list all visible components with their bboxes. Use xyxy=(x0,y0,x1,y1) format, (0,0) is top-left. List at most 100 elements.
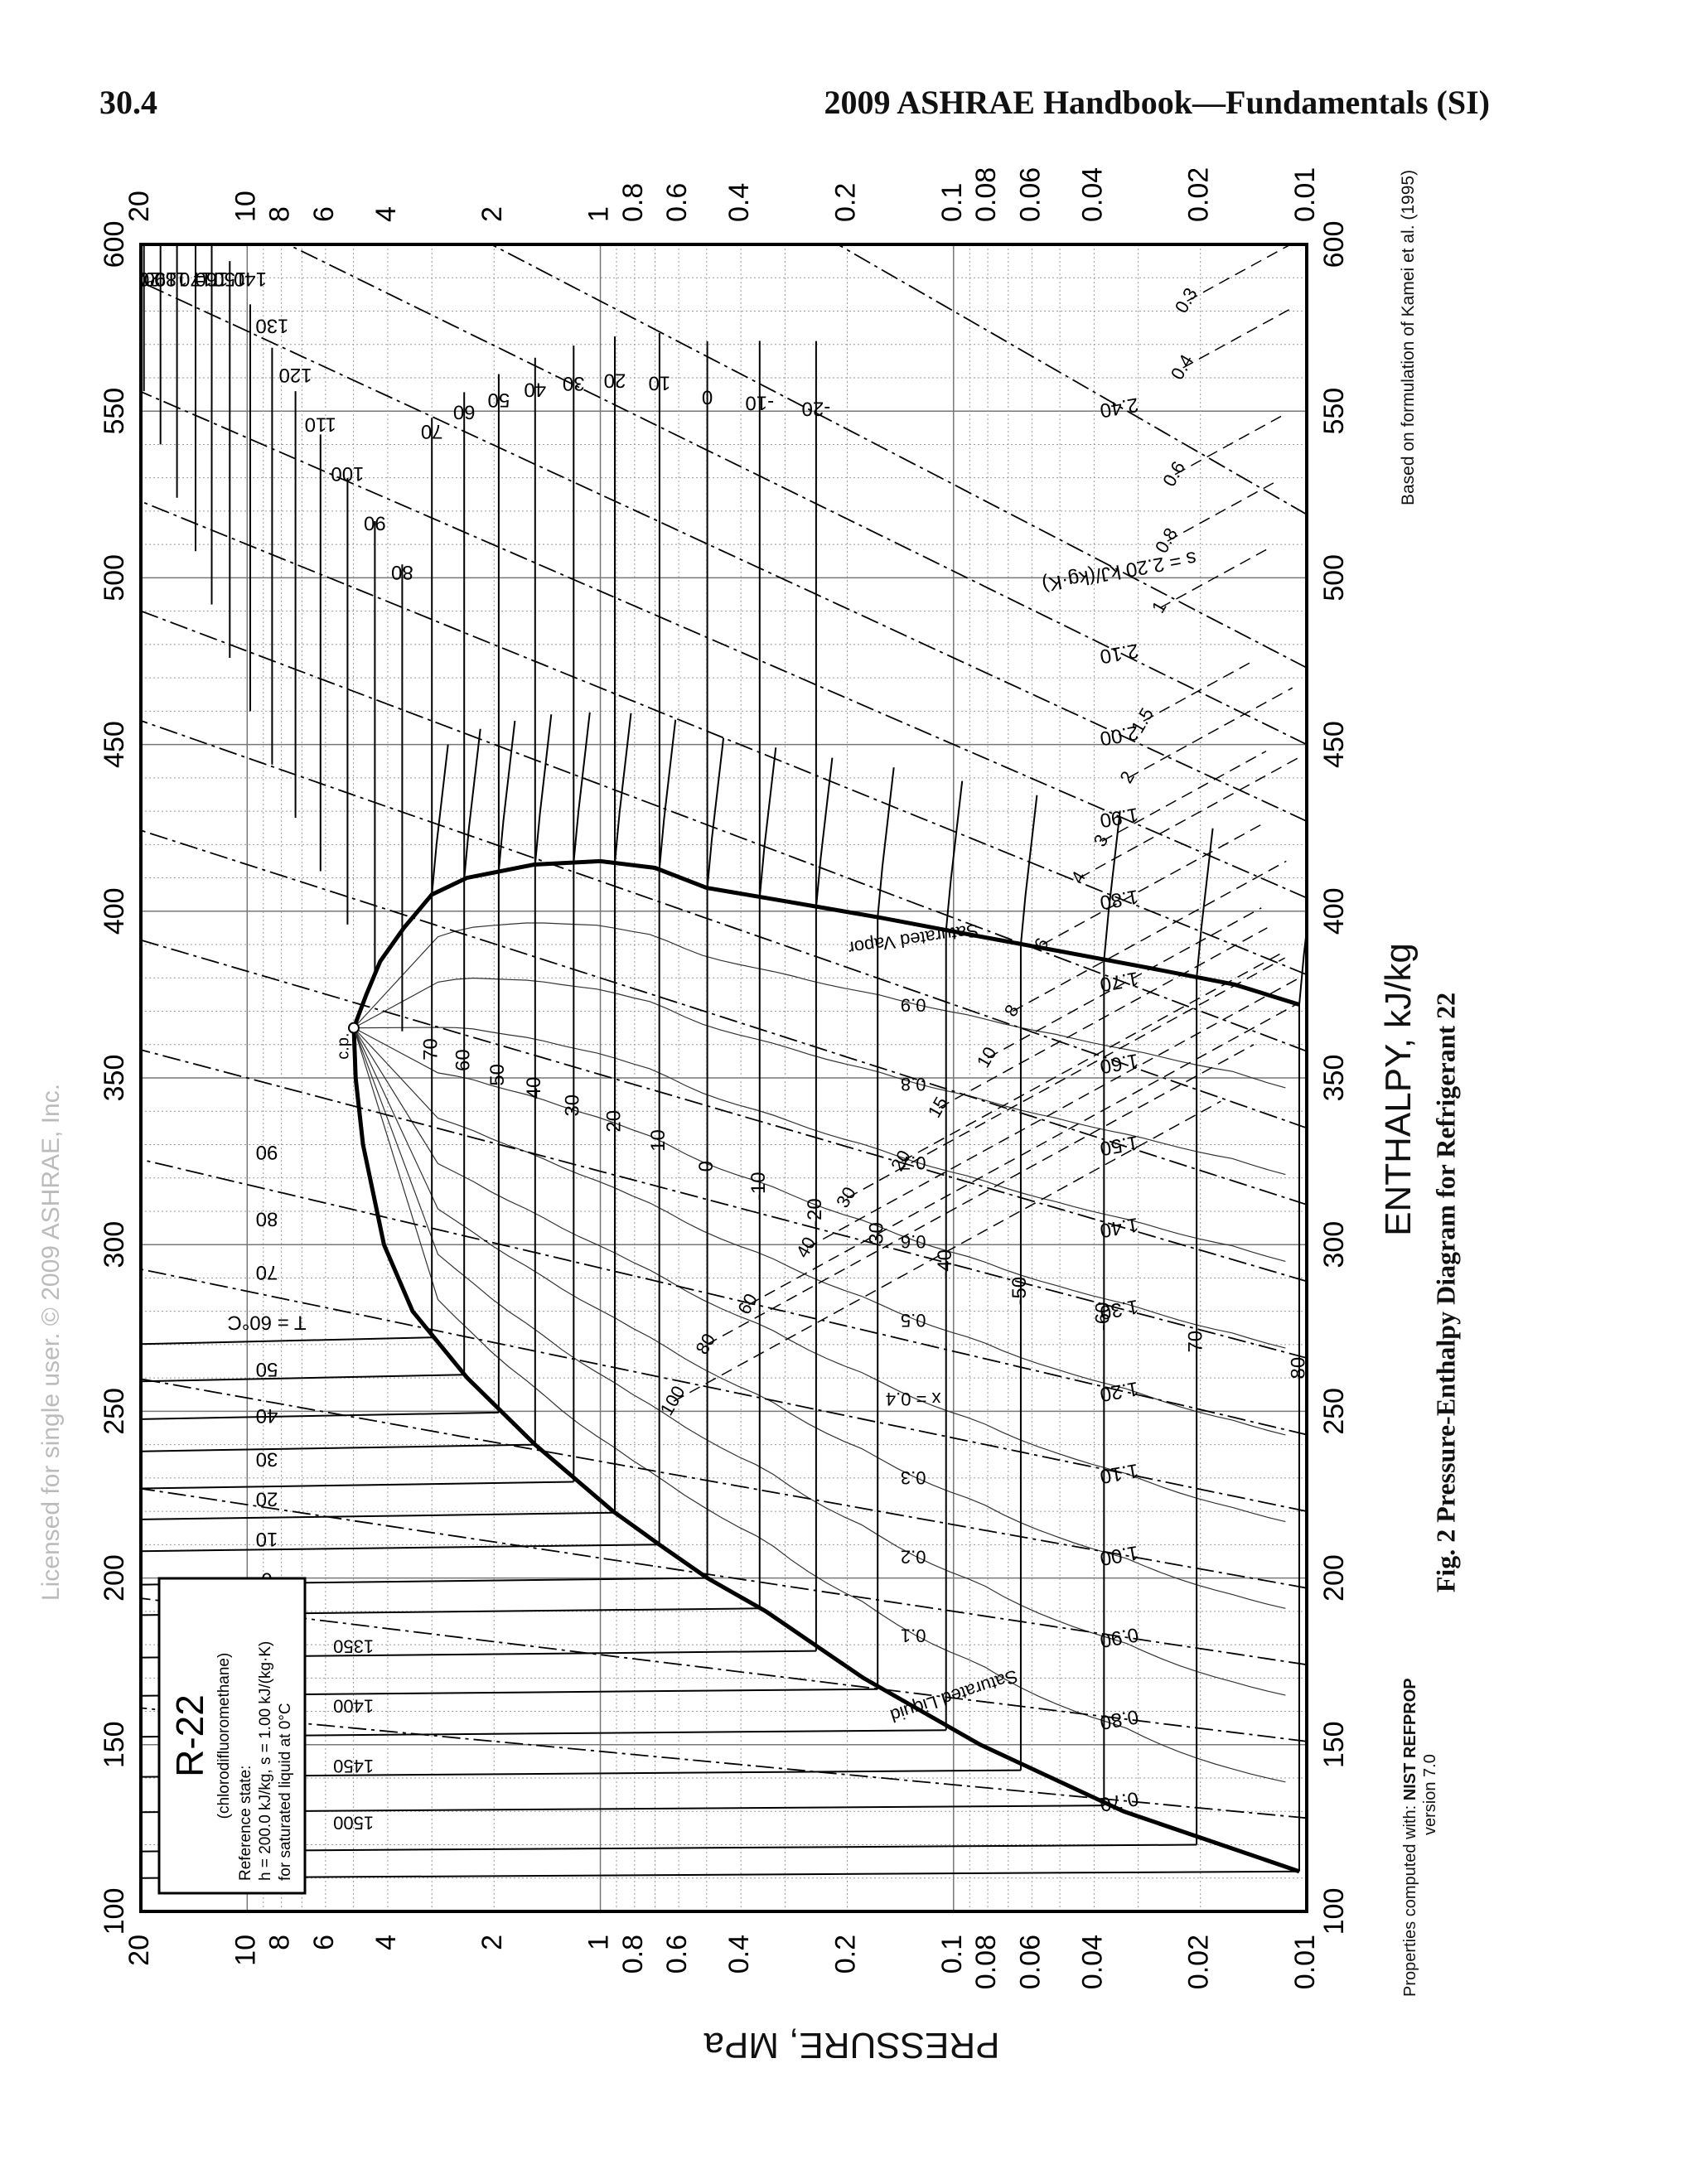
isotherm-two-phase-label: -50 xyxy=(1008,1277,1031,1306)
density-line xyxy=(1182,307,1293,369)
quality-label: 0.2 xyxy=(901,1546,926,1567)
density-line xyxy=(987,907,1262,1059)
isotherm-vapor-label: -10 xyxy=(745,391,774,413)
quality-label: 0.1 xyxy=(901,1625,926,1645)
x-tick-label-left: 350 xyxy=(99,1055,130,1102)
x-tick-label-right: 250 xyxy=(1318,1388,1350,1435)
density-liquid-label: 1400 xyxy=(333,1696,374,1717)
quality-label: 0.8 xyxy=(901,1074,926,1094)
x-tick-label-right: 150 xyxy=(1318,1721,1350,1768)
y-tick-label-top: 0.01 xyxy=(1289,167,1321,222)
isotherm-liquid-label: 10 xyxy=(256,1528,278,1550)
y-tick-label-top: 4 xyxy=(370,206,402,222)
density-line xyxy=(1187,244,1293,302)
quality-line xyxy=(353,1027,1286,1262)
density-liquid-label: 1450 xyxy=(333,1756,374,1776)
isotherm-vapor-label: 20 xyxy=(604,369,626,391)
isotherm-vapor xyxy=(497,720,516,872)
y-tick-label-top: 8 xyxy=(264,206,296,222)
y-tick-label-top: 0.06 xyxy=(1014,167,1046,222)
y-tick-label-bottom: 4 xyxy=(370,1935,402,1950)
x-tick-label-left: 150 xyxy=(99,1721,130,1768)
isotherm-liquid-label: T = 60°C xyxy=(227,1311,306,1333)
density-line xyxy=(1128,687,1293,779)
density-label: 8 xyxy=(1000,1001,1023,1020)
critical-point-marker xyxy=(347,1022,360,1034)
density-line xyxy=(748,1003,1297,1306)
y-tick-label-bottom: 0.04 xyxy=(1076,1935,1108,1989)
y-tick-label-top: 2 xyxy=(476,206,508,222)
isotherm-two-phase-label: -30 xyxy=(866,1222,888,1251)
isotherm-vapor xyxy=(1298,922,1307,1005)
x-tick-label-right: 500 xyxy=(1318,554,1350,602)
density-line xyxy=(1174,413,1285,476)
entropy-line xyxy=(141,1378,1307,1589)
entropy-line xyxy=(141,1487,1307,1666)
legend-box: R-22 (chlorodifluoromethane) Reference s… xyxy=(157,1577,307,1895)
isotherm-two-phase-label: 40 xyxy=(523,1077,545,1099)
isotherm-two-phase-label: 0 xyxy=(695,1161,718,1172)
isotherm-liquid-label: 30 xyxy=(256,1447,278,1470)
density-liquid-label: 1350 xyxy=(333,1636,374,1656)
x-tick-label-left: 300 xyxy=(99,1221,130,1268)
entropy-label: 1.90 xyxy=(1098,803,1140,832)
isotherm-two-phase-label: -10 xyxy=(747,1172,770,1201)
isotherm-two-phase-label: -40 xyxy=(934,1249,956,1278)
isotherm-vapor-label: 60 xyxy=(453,401,476,423)
quality-label: 0.7 xyxy=(901,1152,926,1173)
quality-line xyxy=(353,1027,1286,1609)
isotherm-two-phase-label: -80 xyxy=(1287,1357,1309,1386)
isotherm-liquid-label: 20 xyxy=(256,1488,278,1510)
isotherm-vapor-label: T = 180°C xyxy=(132,268,222,290)
saturated-vapor-line xyxy=(351,858,1300,1029)
isotherm-vapor xyxy=(463,728,481,879)
x-tick-label-right: 600 xyxy=(1318,221,1350,268)
isotherm-liquid xyxy=(141,1481,574,1490)
density-line xyxy=(1167,481,1278,542)
density-label: 15 xyxy=(924,1094,952,1122)
y-tick-label-bottom: 0.02 xyxy=(1183,1935,1215,1989)
computed-with-version: version 7.0 xyxy=(1421,1754,1439,1835)
density-line xyxy=(902,950,1286,1162)
density-label: 2 xyxy=(1115,767,1139,786)
entropy-line xyxy=(141,1049,1307,1359)
chart-subtitle: (chlorodifluoromethane) xyxy=(215,1653,233,1819)
density-label: 0.3 xyxy=(1171,284,1201,316)
density-line xyxy=(847,957,1286,1199)
entropy-line xyxy=(141,610,1307,1052)
density-label: 1 xyxy=(1148,597,1171,616)
reference-line-3: for saturated liquid at 0°C xyxy=(277,1703,294,1881)
quality-label: x = 0.4 xyxy=(886,1389,941,1409)
isotherm-vapor xyxy=(1103,810,1121,961)
plot-frame xyxy=(139,243,1308,1913)
y-tick-label-bottom: 0.2 xyxy=(829,1935,861,1974)
y-tick-label-bottom: 2 xyxy=(476,1935,508,1950)
reference-line-2: h = 200.0 kJ/kg, s = 1.00 kJ/(kg·K) xyxy=(257,1641,274,1881)
isotherm-vapor-label: 10 xyxy=(649,371,671,394)
isotherm-liquid xyxy=(141,1374,465,1383)
isotherm-liquid xyxy=(141,1443,535,1452)
isotherm-two-phase-label: 10 xyxy=(647,1129,670,1152)
isotherm-vapor xyxy=(706,737,725,888)
entropy-line xyxy=(141,1597,1307,1742)
isotherm-two-phase-label: 60 xyxy=(452,1049,475,1071)
y-tick-label-bottom: 0.8 xyxy=(617,1935,649,1974)
entropy-line xyxy=(141,939,1307,1283)
entropy-line xyxy=(141,1268,1307,1512)
y-tick-label-bottom: 10 xyxy=(230,1935,261,1966)
quality-line xyxy=(353,977,1286,1176)
isotherm-vapor xyxy=(1196,828,1214,978)
curves xyxy=(141,244,1307,1879)
density-line xyxy=(1042,824,1262,945)
isotherm-vapor xyxy=(758,747,777,898)
density-line xyxy=(1012,860,1287,1012)
density-line xyxy=(806,977,1300,1249)
isotherm-vapor xyxy=(815,757,834,908)
x-tick-label-left: 550 xyxy=(99,388,130,435)
density-label: 0.4 xyxy=(1167,351,1197,384)
isotherm-vapor xyxy=(877,767,895,918)
y-tick-label-top: 10 xyxy=(230,191,261,222)
quality-label: 0.5 xyxy=(901,1310,926,1331)
entropy-label: 1.80 xyxy=(1098,885,1140,914)
isotherm-vapor-label: 70 xyxy=(421,420,443,442)
